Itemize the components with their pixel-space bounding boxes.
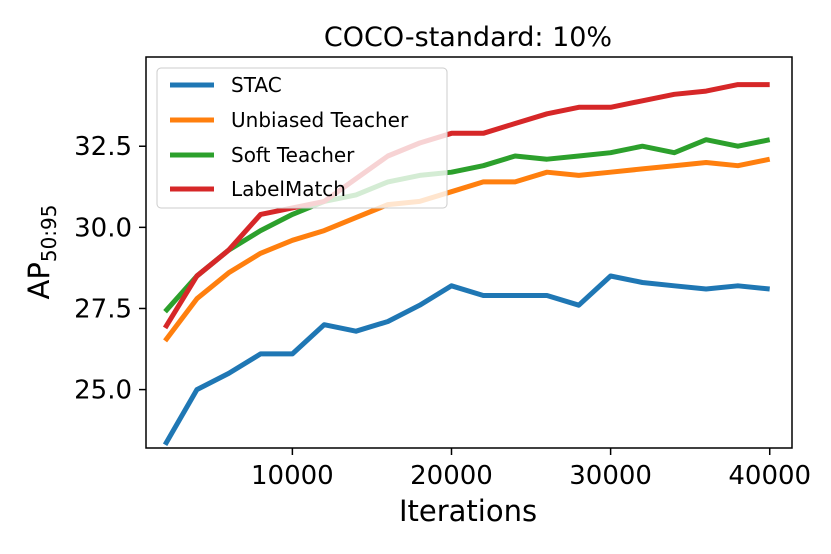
legend-label-labelmatch: LabelMatch <box>231 177 346 201</box>
series-line-stac <box>162 273 770 447</box>
x-tick-label: 20000 <box>410 461 493 491</box>
plot-frame <box>145 56 793 449</box>
series-line-unbiased-teacher <box>163 156 771 343</box>
x-tick-label: 40000 <box>728 461 811 491</box>
x-tick-label: 10000 <box>251 461 334 491</box>
y-tick-label: 30.0 <box>74 213 132 243</box>
y-tick-label: 25.0 <box>74 376 132 406</box>
legend-label-unbiased-teacher: Unbiased Teacher <box>231 108 409 132</box>
y-axis-label-main: AP <box>22 262 56 299</box>
y-tick-label: 32.5 <box>74 132 132 162</box>
legend-box <box>156 67 448 209</box>
plot-series-group <box>162 82 771 447</box>
legend: STAC Unbiased Teacher Soft Teacher LabelMat… <box>156 67 448 209</box>
series-line-labelmatch <box>162 82 770 330</box>
chart-title: COCO-standard: 10% <box>324 22 612 53</box>
y-tick-label: 27.5 <box>74 294 132 324</box>
legend-label-stac: STAC <box>231 73 282 97</box>
y-axis-label-subscript: 50:95 <box>37 205 61 263</box>
series-line-soft-teacher <box>163 137 771 314</box>
legend-label-soft-teacher: Soft Teacher <box>231 143 355 167</box>
x-tick-label: 30000 <box>569 461 652 491</box>
x-axis-label: Iterations <box>399 494 537 528</box>
x-axis: 10000 20000 30000 40000 <box>251 448 811 491</box>
y-axis-label: AP50:95 <box>22 205 61 300</box>
y-axis: 25.0 27.5 30.0 32.5 <box>74 132 146 406</box>
